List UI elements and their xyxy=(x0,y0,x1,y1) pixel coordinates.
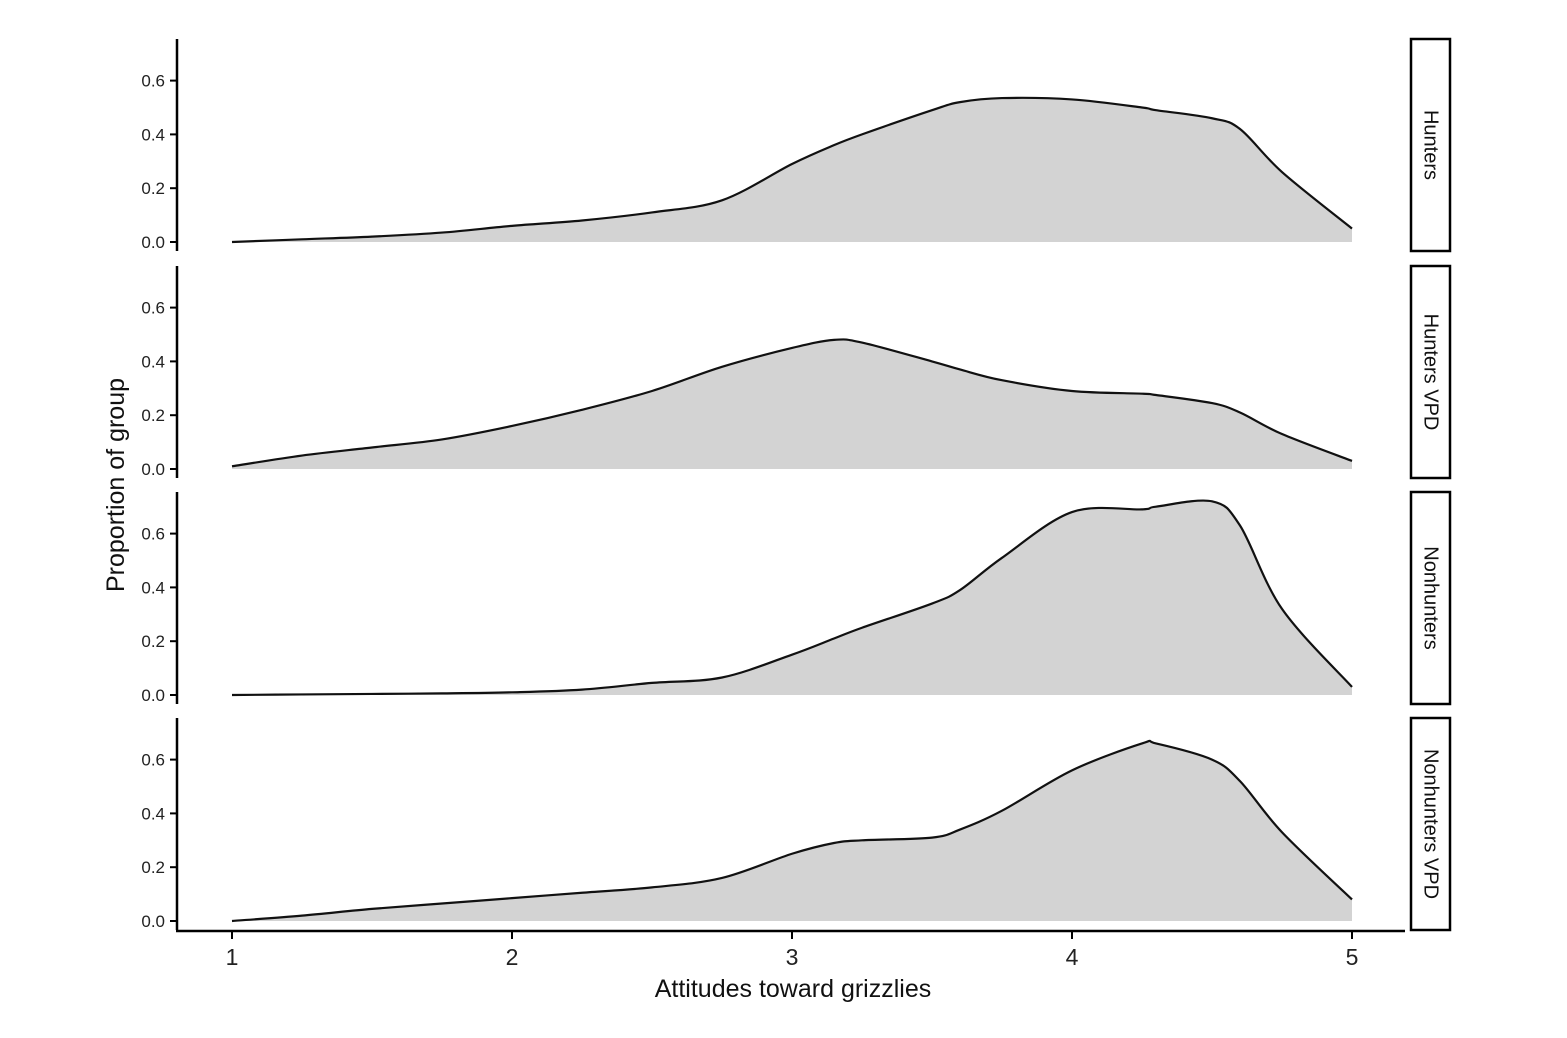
density-area xyxy=(232,97,1352,242)
facet-panels: 0.0 0.2 0.4 0.6 Hunters 0.0 0.2 0.4 0.6 Hunters V… xyxy=(141,37,1452,932)
y-tick-label: 0.0 xyxy=(141,460,165,479)
y-tick-label: 0.0 xyxy=(141,233,165,252)
facet-strip-label: Nonhunters VPD xyxy=(1420,749,1442,899)
y-tick-label: 0.6 xyxy=(141,525,165,544)
y-tick-label: 0.4 xyxy=(141,352,165,371)
density-area xyxy=(232,339,1352,469)
facet-strip xyxy=(1409,490,1452,706)
facet-strip xyxy=(1409,264,1452,480)
density-line xyxy=(231,499,1353,697)
facet-strip xyxy=(1409,716,1452,932)
y-tick-label: 0.0 xyxy=(141,912,165,931)
facet-strip-label: Hunters VPD xyxy=(1420,314,1442,431)
x-axis-title: Attitudes toward grizzlies xyxy=(655,975,932,1003)
density-line xyxy=(231,96,1353,244)
panel-hunters: 0.0 0.2 0.4 0.6 Hunters xyxy=(141,37,1452,253)
x-tick-label: 3 xyxy=(786,944,799,970)
x-tick-label: 4 xyxy=(1066,944,1079,970)
facet-strip-label: Nonhunters xyxy=(1420,546,1442,649)
y-tick-label: 0.2 xyxy=(141,179,165,198)
x-tick-label: 1 xyxy=(226,944,239,970)
y-axis-title: Proportion of group xyxy=(102,378,130,592)
x-tick-label: 5 xyxy=(1346,944,1359,970)
y-tick-label: 0.4 xyxy=(141,125,165,144)
y-tick-label: 0.0 xyxy=(141,686,165,705)
y-tick-label: 0.4 xyxy=(141,804,165,823)
panel-nonhunters: 0.0 0.2 0.4 0.6 Nonhunters xyxy=(141,490,1452,706)
x-axis: 1 2 3 4 5 xyxy=(176,929,1405,970)
facet-strip xyxy=(1409,37,1452,253)
y-tick-label: 0.2 xyxy=(141,632,165,651)
density-line xyxy=(231,338,1353,468)
y-tick-label: 0.4 xyxy=(141,578,165,597)
y-tick-label: 0.6 xyxy=(141,72,165,91)
y-tick-label: 0.6 xyxy=(141,299,165,318)
x-tick-label: 2 xyxy=(506,944,519,970)
density-line xyxy=(231,739,1353,923)
y-tick-label: 0.6 xyxy=(141,751,165,770)
density-area xyxy=(232,500,1352,695)
facet-strip-label: Hunters xyxy=(1420,110,1442,180)
y-tick-label: 0.2 xyxy=(141,858,165,877)
panel-hunters-vpd: 0.0 0.2 0.4 0.6 Hunters VPD xyxy=(141,264,1452,480)
y-tick-label: 0.2 xyxy=(141,406,165,425)
panel-nonhunters-vpd: 0.0 0.2 0.4 0.6 Nonhunters VPD xyxy=(141,716,1452,932)
density-area xyxy=(232,740,1352,921)
